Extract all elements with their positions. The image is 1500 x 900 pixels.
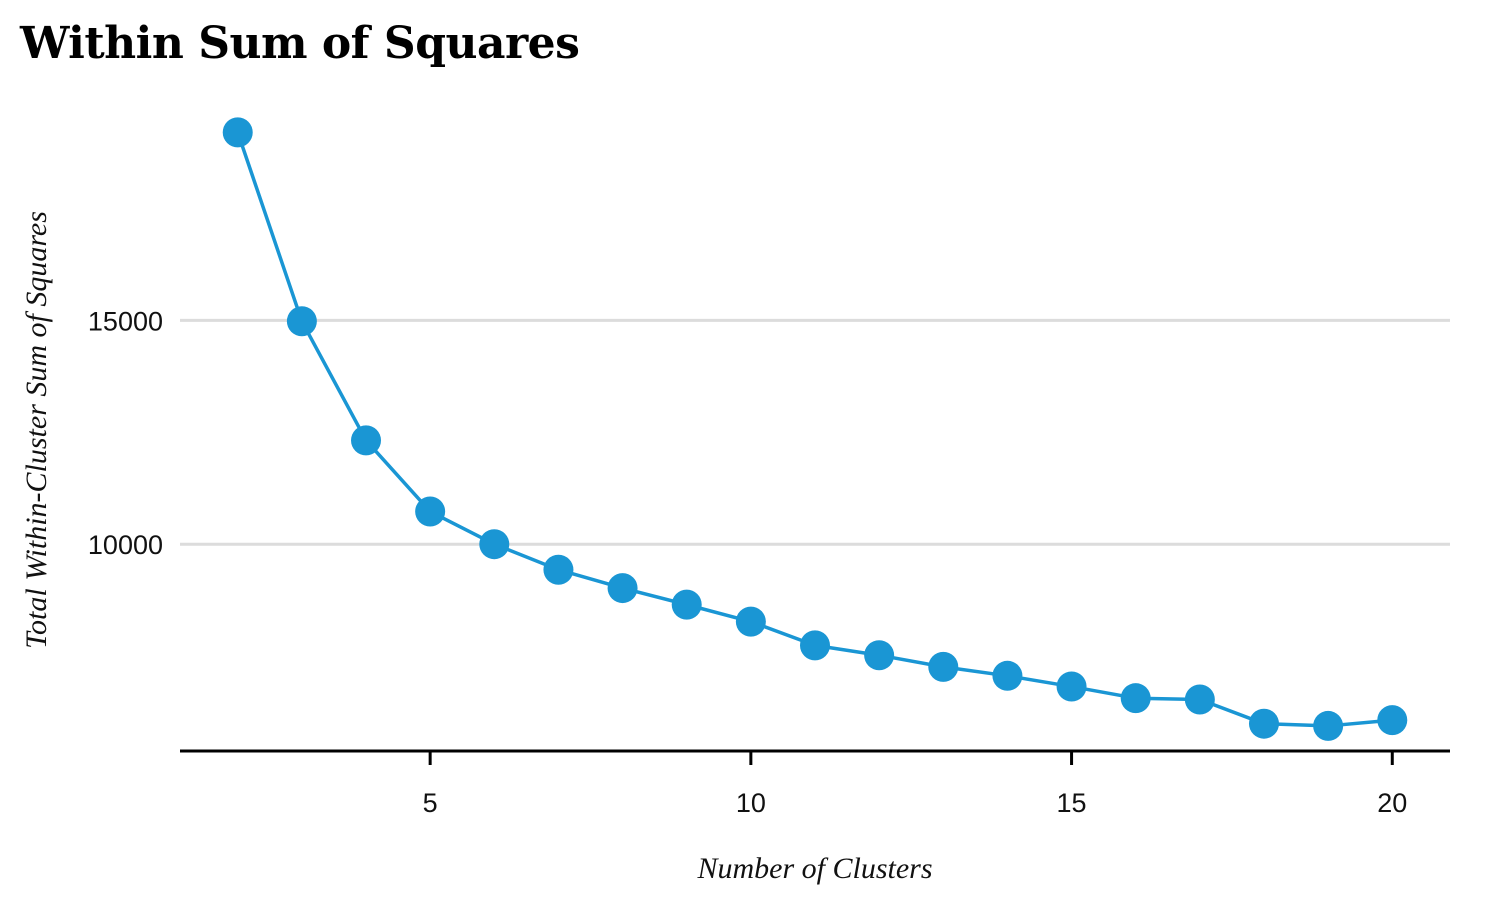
- data-point: [864, 640, 895, 671]
- data-point: [671, 589, 702, 620]
- chart-title: Within Sum of Squares: [20, 18, 580, 69]
- y-tick-label: 15000: [88, 306, 163, 336]
- data-point: [1120, 683, 1151, 714]
- data-point: [992, 660, 1023, 691]
- data-point: [543, 554, 574, 585]
- data-point: [415, 496, 446, 527]
- data-point: [1377, 705, 1408, 736]
- data-point: [351, 425, 382, 456]
- x-tick-label: 5: [423, 788, 438, 818]
- x-tick-label: 10: [736, 788, 766, 818]
- x-tick-label: 15: [1057, 788, 1087, 818]
- x-tick-label: 20: [1377, 788, 1407, 818]
- data-point: [928, 651, 959, 682]
- axis-ticks: 10000 15000 5 10 15 20: [88, 306, 1407, 818]
- data-point: [1313, 710, 1344, 741]
- data-point: [222, 117, 253, 148]
- series-layer: [222, 117, 1408, 741]
- data-point: [800, 630, 830, 661]
- data-point: [607, 573, 638, 604]
- x-axis-title: Number of Clusters: [696, 852, 932, 885]
- data-point: [1056, 671, 1087, 702]
- grid-lines: [180, 318, 1450, 546]
- data-point: [479, 529, 510, 560]
- y-axis-title: Total Within-Cluster Sum of Squares: [20, 211, 53, 649]
- data-point: [1248, 708, 1279, 739]
- data-point: [1184, 684, 1215, 715]
- data-point: [735, 606, 766, 637]
- data-point: [286, 306, 317, 337]
- y-tick-label: 10000: [88, 530, 163, 560]
